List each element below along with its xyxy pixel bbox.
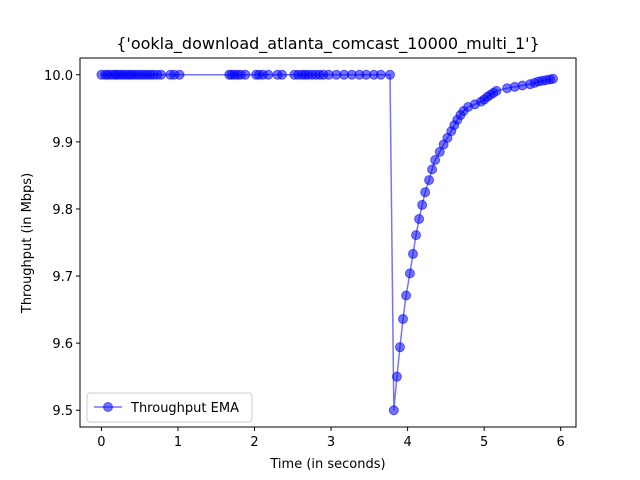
data-point: [391, 371, 402, 382]
data-point: [388, 405, 399, 416]
x-tick-label: 0: [97, 435, 105, 450]
data-point: [548, 73, 559, 84]
x-tick-label: 3: [327, 435, 335, 450]
y-axis-label: Throughput (in Mbps): [20, 173, 35, 314]
data-point: [491, 85, 502, 96]
legend-marker-swatch: [103, 402, 113, 412]
axes-frame: [79, 57, 577, 428]
y-axis-ticks: 9.5 9.6 9.7 9.8 9.9 10.0: [44, 69, 80, 419]
data-point: [430, 154, 441, 165]
y-tick-label: 9.8: [52, 203, 73, 218]
x-axis-label: Time (in seconds): [269, 457, 385, 472]
y-tick-label: 9.6: [52, 337, 73, 352]
data-point: [404, 268, 415, 279]
y-tick-label: 9.5: [52, 404, 73, 419]
y-tick-label: 10.0: [44, 69, 73, 84]
data-point: [375, 69, 386, 80]
x-tick-label: 1: [174, 435, 182, 450]
x-tick-label: 6: [557, 435, 565, 450]
data-point: [417, 199, 428, 210]
data-point: [174, 69, 185, 80]
x-tick-label: 5: [480, 435, 488, 450]
x-tick-label: 2: [250, 435, 258, 450]
data-point: [401, 290, 412, 301]
data-point: [420, 187, 431, 198]
x-axis-ticks: 0 1 2 3 4 5 6: [97, 427, 565, 450]
y-tick-label: 9.7: [52, 270, 73, 285]
data-point: [407, 248, 418, 259]
legend-label: Throughput EMA: [130, 401, 239, 416]
data-point: [424, 175, 435, 186]
data-point: [394, 342, 405, 353]
data-point: [385, 69, 395, 80]
chart-title: {'ookla_download_atlanta_comcast_10000_m…: [116, 34, 540, 54]
plot-area: [79, 57, 577, 428]
series-layer: [96, 69, 559, 416]
data-point: [427, 164, 438, 175]
data-point: [398, 313, 409, 324]
data-point: [414, 214, 425, 225]
data-point: [277, 69, 288, 80]
y-tick-label: 9.9: [52, 136, 73, 151]
data-point: [156, 69, 167, 80]
data-point: [263, 69, 274, 80]
data-point: [240, 69, 251, 80]
legend-frame: [86, 392, 253, 423]
x-tick-label: 4: [403, 435, 411, 450]
legend: Throughput EMA: [86, 392, 253, 423]
data-point: [411, 230, 422, 241]
